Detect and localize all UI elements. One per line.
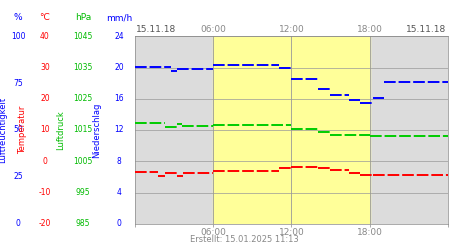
Text: 100: 100 (11, 32, 25, 41)
Text: 06:00: 06:00 (200, 25, 226, 34)
Text: 0: 0 (43, 157, 47, 166)
Text: 18:00: 18:00 (356, 25, 382, 34)
Text: 995: 995 (76, 188, 90, 197)
Text: 40: 40 (40, 32, 50, 41)
Text: hPa: hPa (75, 14, 91, 22)
Bar (213, 36, 369, 224)
Text: 0: 0 (16, 219, 20, 228)
Text: 1045: 1045 (73, 32, 93, 41)
Text: 15.11.18: 15.11.18 (406, 25, 446, 34)
Text: -20: -20 (39, 219, 51, 228)
Text: 12:00: 12:00 (279, 25, 304, 34)
Text: Temperatur: Temperatur (18, 106, 27, 154)
Text: 10: 10 (40, 126, 50, 134)
Text: 1005: 1005 (73, 157, 93, 166)
Text: 4: 4 (117, 188, 122, 197)
Text: 24: 24 (114, 32, 124, 41)
Text: %: % (14, 14, 22, 22)
Text: 0: 0 (117, 219, 122, 228)
Text: °C: °C (40, 14, 50, 22)
Text: Niederschlag: Niederschlag (92, 102, 101, 158)
Text: Erstellt: 15.01.2025 11:13: Erstellt: 15.01.2025 11:13 (190, 235, 299, 244)
Text: -10: -10 (39, 188, 51, 197)
Text: 1015: 1015 (74, 126, 93, 134)
Text: 50: 50 (13, 126, 23, 134)
Text: Luftdruck: Luftdruck (56, 110, 65, 150)
Text: 12: 12 (114, 126, 124, 134)
Text: 20: 20 (40, 94, 50, 103)
Text: Luftfeuchtigkeit: Luftfeuchtigkeit (0, 97, 7, 163)
Text: 8: 8 (117, 157, 122, 166)
Text: mm/h: mm/h (106, 14, 132, 22)
Text: 15.11.18: 15.11.18 (136, 25, 176, 34)
Text: 75: 75 (13, 78, 23, 88)
Text: 20: 20 (114, 63, 124, 72)
Text: 25: 25 (13, 172, 23, 182)
Text: 985: 985 (76, 219, 90, 228)
Text: 1035: 1035 (73, 63, 93, 72)
Text: 1025: 1025 (74, 94, 93, 103)
Text: 16: 16 (114, 94, 124, 103)
Text: 30: 30 (40, 63, 50, 72)
